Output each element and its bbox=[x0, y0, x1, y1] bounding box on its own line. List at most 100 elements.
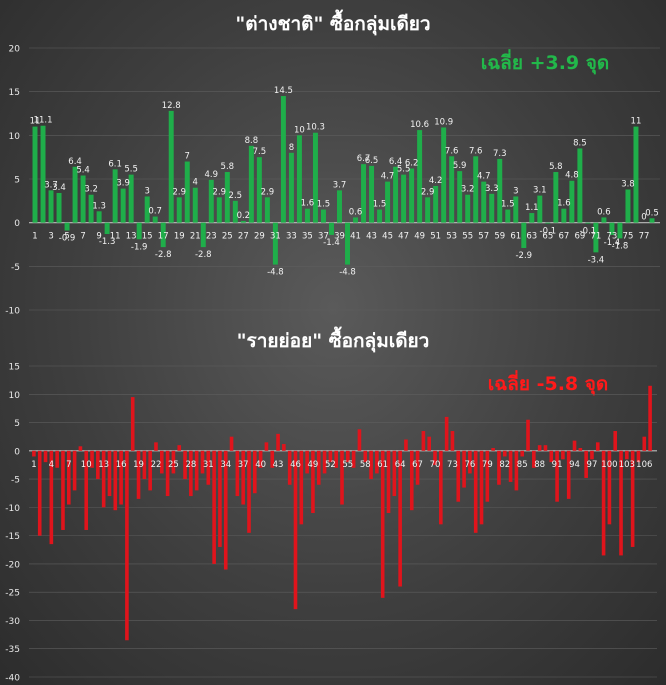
y-tick-labels: -40 -35 -30 -25 -20 -15 -10 -5 0 5 10 15 bbox=[5, 363, 20, 684]
x-tick-label: 76 bbox=[464, 460, 475, 470]
x-tick-label: 27 bbox=[238, 232, 249, 242]
x-tick-label: 53 bbox=[446, 232, 457, 242]
bar bbox=[299, 450, 304, 525]
x-tick-label: 91 bbox=[552, 460, 563, 470]
bar bbox=[595, 442, 600, 451]
bar bbox=[312, 132, 318, 223]
data-label: -3.4 bbox=[588, 255, 605, 265]
bar bbox=[64, 222, 70, 231]
data-label: 10.9 bbox=[434, 117, 453, 127]
x-tick-label: 19 bbox=[174, 232, 185, 242]
data-label: 2.9 bbox=[261, 187, 275, 197]
bar bbox=[479, 450, 484, 525]
x-tick-label: 7 bbox=[66, 460, 71, 470]
bar bbox=[392, 450, 397, 497]
y-gridlines bbox=[29, 365, 657, 678]
bar bbox=[253, 450, 257, 494]
bar bbox=[561, 208, 567, 223]
x-tick-labels: 1 4 7 10 13 16 19 22 25 28 31 34 37 40 43 46 49 52 55 58 61 6… bbox=[31, 460, 652, 470]
bar bbox=[168, 110, 174, 223]
bar bbox=[72, 450, 77, 491]
bar bbox=[642, 436, 647, 451]
bar bbox=[287, 450, 292, 485]
data-label: 1.5 bbox=[501, 200, 515, 210]
bar bbox=[409, 168, 415, 223]
bar bbox=[208, 179, 214, 223]
bar bbox=[497, 158, 503, 223]
data-label: 6.4 bbox=[68, 157, 82, 167]
x-tick-label: 9 bbox=[96, 232, 101, 242]
bar bbox=[481, 181, 487, 223]
x-tick-label: 57 bbox=[478, 232, 489, 242]
bar bbox=[345, 222, 350, 265]
bar bbox=[72, 166, 78, 223]
x-tick-label: 3 bbox=[48, 232, 53, 242]
x-tick-label: 37 bbox=[318, 232, 329, 242]
bar bbox=[468, 450, 472, 474]
bar bbox=[636, 450, 641, 463]
y-tick-label: 0 bbox=[14, 219, 20, 229]
data-label: 0.6 bbox=[349, 207, 363, 217]
bar bbox=[88, 194, 94, 223]
bar bbox=[165, 450, 170, 497]
bar bbox=[293, 450, 298, 610]
average-annotation: เฉลี่ย +3.9 จุด bbox=[481, 49, 610, 75]
bar bbox=[200, 222, 206, 248]
x-tick-label: 11 bbox=[110, 232, 121, 242]
bar bbox=[415, 450, 420, 485]
bar bbox=[247, 450, 251, 533]
y-tick-label: -5 bbox=[11, 263, 20, 273]
x-tick-label: 73 bbox=[607, 232, 618, 242]
bar bbox=[465, 194, 471, 223]
bar bbox=[183, 450, 187, 480]
x-tick-label: 17 bbox=[158, 232, 169, 242]
data-label: 3.7 bbox=[44, 180, 58, 190]
bar bbox=[218, 450, 222, 547]
y-tick-label: -5 bbox=[11, 476, 20, 486]
x-tick-label: 70 bbox=[430, 460, 441, 470]
y-tick-label: -15 bbox=[5, 532, 20, 542]
bar bbox=[235, 450, 240, 497]
bar bbox=[256, 157, 262, 223]
bar bbox=[386, 450, 391, 514]
data-label: 4.7 bbox=[477, 172, 491, 182]
bar bbox=[491, 447, 495, 451]
bar bbox=[288, 152, 294, 223]
bar bbox=[444, 416, 449, 451]
bar bbox=[529, 213, 535, 223]
bar bbox=[229, 436, 234, 451]
data-label: 5.8 bbox=[221, 162, 235, 172]
data-label: 3.7 bbox=[333, 180, 347, 190]
data-label: 3.1 bbox=[533, 186, 547, 196]
x-tick-label: 21 bbox=[190, 232, 201, 242]
bar bbox=[601, 217, 607, 223]
bar bbox=[625, 189, 631, 223]
bar bbox=[40, 125, 46, 223]
bar bbox=[334, 450, 338, 468]
x-tick-label: 34 bbox=[220, 460, 231, 470]
bar bbox=[433, 450, 437, 465]
bar bbox=[361, 164, 367, 223]
x-tick-label: 88 bbox=[534, 460, 545, 470]
bar bbox=[380, 450, 385, 598]
x-tick-label: 15 bbox=[142, 232, 153, 242]
bar bbox=[56, 192, 62, 223]
bar bbox=[425, 197, 431, 223]
bar bbox=[184, 161, 190, 223]
data-label: 5.9 bbox=[453, 161, 467, 171]
bar bbox=[224, 172, 230, 223]
bar bbox=[473, 156, 479, 223]
x-tick-label: 16 bbox=[116, 460, 127, 470]
data-label: 1.6 bbox=[301, 199, 315, 209]
data-label: -0.1 bbox=[580, 227, 597, 237]
bar bbox=[363, 450, 368, 463]
bar bbox=[101, 450, 106, 508]
bar bbox=[258, 450, 263, 468]
bar bbox=[385, 181, 391, 223]
bar-series bbox=[32, 385, 652, 641]
bar bbox=[159, 450, 164, 474]
bar bbox=[497, 450, 501, 485]
bar bbox=[537, 445, 542, 451]
data-label: -0.1 bbox=[540, 227, 557, 237]
bar bbox=[619, 450, 623, 556]
